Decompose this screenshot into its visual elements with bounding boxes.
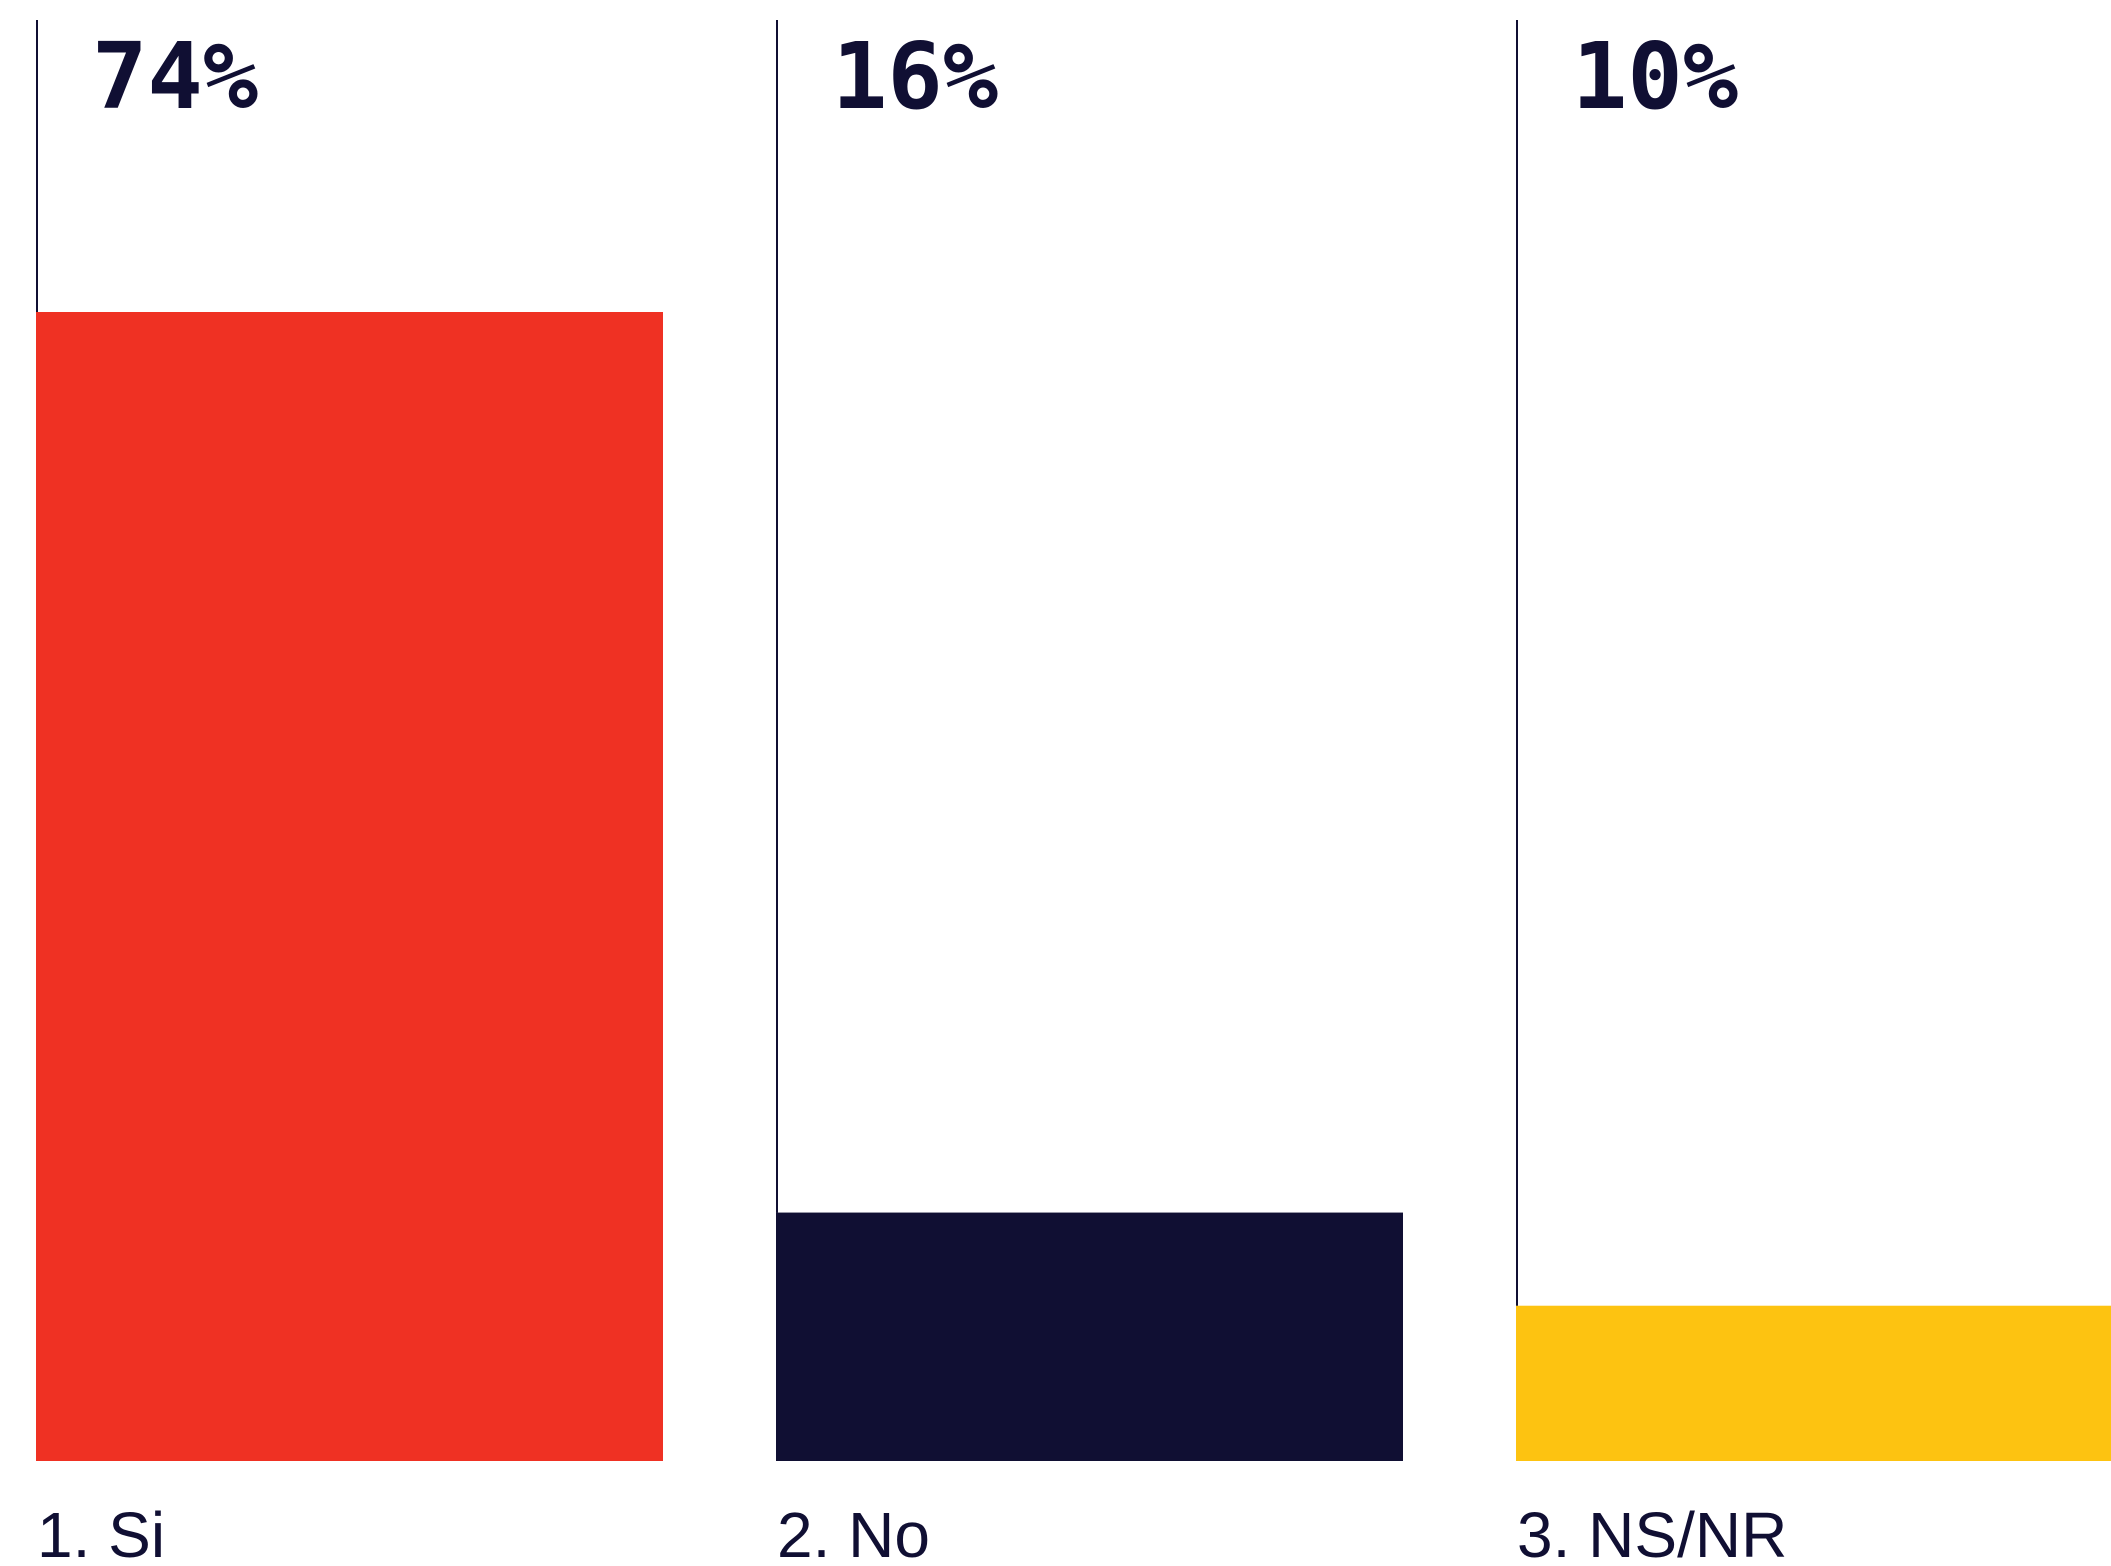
value-label: 16%	[832, 23, 998, 130]
category-label: 1. Si	[37, 1499, 165, 1566]
value-label: 74%	[92, 23, 258, 130]
category-label: 2. No	[777, 1499, 930, 1566]
category-label: 3. NS/NR	[1517, 1499, 1787, 1566]
value-label: 10%	[1572, 23, 1738, 130]
bar	[36, 312, 663, 1461]
bar	[776, 1212, 1403, 1461]
bar	[1516, 1305, 2111, 1461]
